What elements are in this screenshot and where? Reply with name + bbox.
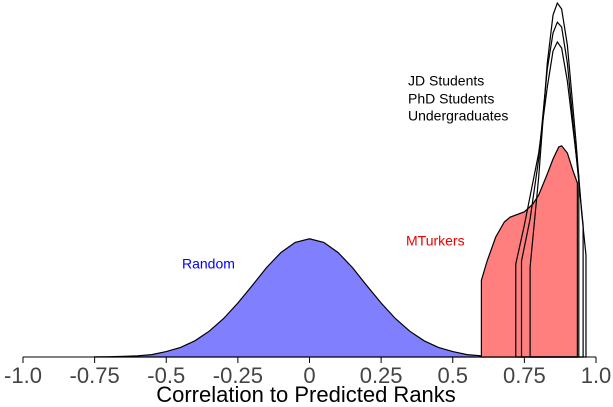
series-label: JD Students [408,73,484,89]
series-label: Random [182,256,235,272]
series-label: MTurkers [406,233,465,249]
x-tick-label: -0.5 [147,363,185,388]
x-tick-label: -0.25 [213,363,263,388]
density-area [480,145,578,358]
series-label: Undergraduates [408,108,508,124]
density-outline [529,1,587,358]
x-tick-label: 0.25 [360,363,403,388]
x-tick-label: 1.0 [581,363,612,388]
x-tick-label: -1.0 [4,363,42,388]
density-outline [515,40,580,358]
density-area [94,238,525,358]
x-tick-label: 0 [303,363,315,388]
x-tick-label: 0.5 [437,363,468,388]
x-axis-label: Correlation to Predicted Ranks [156,382,456,407]
series-label: PhD Students [408,91,494,107]
x-tick-label: 0.75 [503,363,546,388]
density-outline [520,21,584,358]
x-tick-label: -0.75 [70,363,120,388]
